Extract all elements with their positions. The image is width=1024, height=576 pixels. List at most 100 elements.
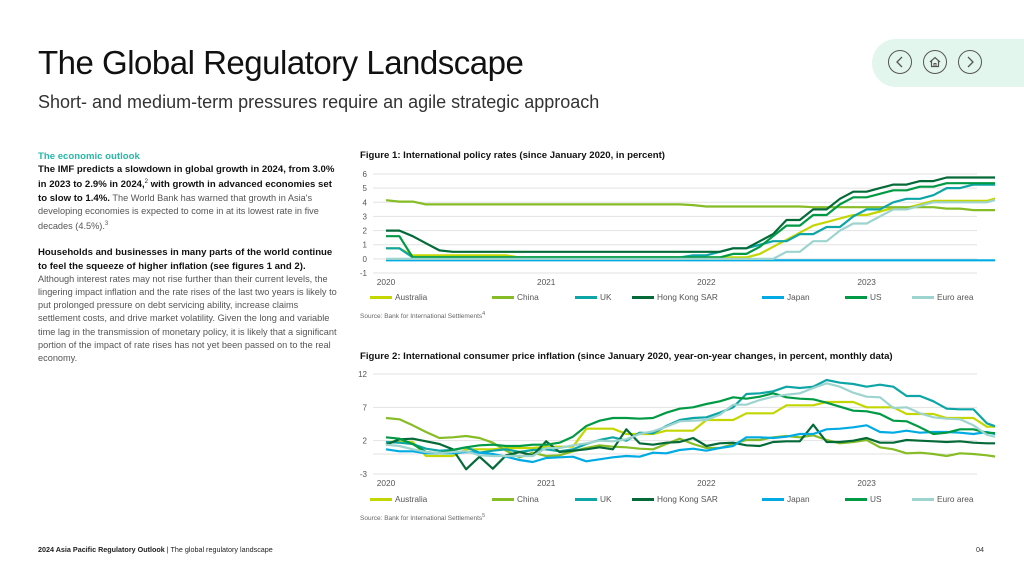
- page-title: The Global Regulatory Landscape: [38, 44, 524, 81]
- figure-1-y-tick-label: -1: [360, 269, 368, 278]
- footnote-ref: 3: [104, 221, 109, 228]
- figure-1-y-tick-label: 4: [363, 198, 368, 207]
- previous-page-button[interactable]: [888, 50, 912, 74]
- figure-2-series-hong-kong-sar: [385, 423, 995, 471]
- figure-1-y-tick-label: 5: [363, 184, 368, 193]
- legend-label: Euro area: [937, 292, 974, 302]
- figure-2-legend-item: US: [845, 494, 882, 504]
- legend-swatch: [492, 497, 514, 501]
- footer: 2024 Asia Pacific Regulatory Outlook | T…: [38, 545, 273, 554]
- figure-1-source-text: Source: Bank for International Settlemen…: [360, 313, 483, 321]
- figure-2-source: Source: Bank for International Settlemen…: [360, 513, 485, 522]
- figure-2-legend-item: Hong Kong SAR: [632, 494, 718, 504]
- figure-1-x-tick-label: 2022: [697, 277, 716, 287]
- paragraph-inflation-lead: Households and businesses in many parts …: [38, 247, 333, 272]
- figure-1-y-tick-label: 6: [363, 170, 368, 179]
- legend-label: Japan: [787, 494, 810, 504]
- figure-2-x-tick-label: 2023: [857, 478, 876, 488]
- legend-swatch: [492, 295, 514, 299]
- figure-2-x-tick-label: 2020: [377, 478, 396, 488]
- legend-swatch: [912, 295, 934, 299]
- figure-1-legend-item: Japan: [762, 292, 810, 302]
- legend-label: UK: [600, 494, 612, 504]
- figure-1-legend: Australia China UK Hong Kong SAR Japan US Euro…: [370, 292, 990, 304]
- figure-1-legend-item: China: [492, 292, 539, 302]
- legend-label: Euro area: [937, 494, 974, 504]
- figure-2-series-china: [385, 416, 995, 459]
- figure-2-x-tick-label: 2022: [697, 478, 716, 488]
- legend-swatch: [632, 497, 654, 501]
- figure-1-y-tick-label: 0: [363, 255, 368, 264]
- figure-1-title: Figure 1: International policy rates (si…: [360, 150, 665, 161]
- figure-2-series-australia: [386, 400, 995, 458]
- footer-report-name: 2024 Asia Pacific Regulatory Outlook: [38, 545, 165, 554]
- legend-swatch: [845, 295, 867, 299]
- paragraph-growth: The IMF predicts a slowdown in global gr…: [38, 163, 338, 233]
- next-page-button[interactable]: [958, 50, 982, 74]
- legend-label: Australia: [395, 292, 428, 302]
- page-number: 04: [976, 545, 984, 554]
- chevron-left-icon: [896, 56, 903, 68]
- figure-2-legend: Australia China UK Hong Kong SAR Japan US Euro…: [370, 494, 990, 506]
- figure-2-y-tick-label: -3: [360, 470, 368, 479]
- figure-2-legend-item: Australia: [370, 494, 427, 504]
- home-icon: [929, 56, 941, 68]
- chevron-right-icon: [967, 56, 974, 68]
- figure-1-x-tick-label: 2020: [377, 277, 396, 287]
- figure-2-legend-item: Euro area: [912, 494, 973, 504]
- legend-swatch: [762, 295, 784, 299]
- figure-2-series-us: [385, 392, 995, 455]
- legend-label: Japan: [787, 292, 810, 302]
- figure-2-series-uk: [385, 378, 995, 454]
- figure-2-y-tick-label: 2: [363, 437, 368, 446]
- figure-1-series-us: [386, 182, 995, 259]
- figure-1-legend-item: Australia: [370, 292, 427, 302]
- legend-label: Hong Kong SAR: [657, 292, 718, 302]
- section-heading: The economic outlook: [38, 151, 140, 162]
- figure-2-legend-item: Japan: [762, 494, 810, 504]
- figure-2-x-tick-label: 2021: [537, 478, 556, 488]
- figure-2-y-tick-label: 12: [358, 370, 367, 379]
- figure-2-y-tick-label: 7: [363, 403, 368, 412]
- legend-swatch: [762, 497, 784, 501]
- footnote-ref: 5: [482, 513, 486, 519]
- figure-1-x-tick-label: 2021: [537, 277, 556, 287]
- figure-2-legend-item: UK: [575, 494, 612, 504]
- legend-swatch: [845, 497, 867, 501]
- legend-label: US: [870, 494, 882, 504]
- figure-2-title: Figure 2: International consumer price i…: [360, 351, 893, 362]
- figure-2-series-japan: [385, 424, 995, 464]
- legend-label: China: [517, 494, 539, 504]
- legend-swatch: [370, 295, 392, 299]
- figure-2-series-euro-area: [385, 382, 995, 458]
- figure-1-source: Source: Bank for International Settlemen…: [360, 311, 485, 320]
- legend-label: Hong Kong SAR: [657, 494, 718, 504]
- figure-1-y-tick-label: 2: [363, 227, 368, 236]
- legend-label: UK: [600, 292, 612, 302]
- figure-1-series-uk: [386, 183, 995, 259]
- legend-label: China: [517, 292, 539, 302]
- figure-2-chart: 12 7 2 -3 2020 2021 2022 2023: [358, 370, 995, 488]
- figure-1-series-china: [385, 199, 995, 212]
- figure-1-legend-item: Euro area: [912, 292, 973, 302]
- home-button[interactable]: [923, 50, 947, 74]
- footnote-ref: 4: [482, 311, 486, 317]
- figure-1-legend-item: US: [845, 292, 882, 302]
- paragraph-growth-body: The World Bank has warned that growth in…: [38, 192, 319, 232]
- navigation-bar: [872, 39, 1024, 87]
- figure-1-legend-item: Hong Kong SAR: [632, 292, 718, 302]
- figure-1-y-tick-label: 3: [363, 212, 368, 221]
- figure-2-legend-item: China: [492, 494, 539, 504]
- paragraph-inflation-body: Although interest rates may not rise fur…: [38, 273, 337, 363]
- legend-swatch: [575, 295, 597, 299]
- figure-1-y-tick-label: 1: [363, 241, 368, 250]
- body-text-column: The economic outlook The IMF predicts a …: [38, 150, 338, 378]
- figure-1-x-tick-label: 2023: [857, 277, 876, 287]
- legend-swatch: [370, 497, 392, 501]
- figure-1-series-euro-area: [386, 199, 995, 261]
- legend-swatch: [575, 497, 597, 501]
- figure-1-legend-item: UK: [575, 292, 612, 302]
- legend-label: US: [870, 292, 882, 302]
- paragraph-growth-lead: The IMF predicts a slowdown in global gr…: [38, 164, 335, 191]
- page-subtitle: Short- and medium-term pressures require…: [38, 92, 600, 112]
